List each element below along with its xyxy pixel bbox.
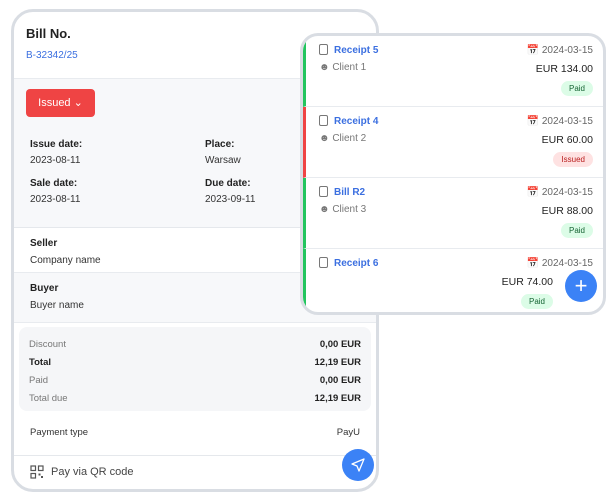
due-date: 2023-09-11 <box>205 194 256 205</box>
calendar-icon: 📅 <box>526 187 540 198</box>
receipt-list: Receipt 5 ☻ Client 1 📅 2024-03-15 EUR 13… <box>300 33 606 315</box>
calendar-icon: 📅 <box>526 258 540 269</box>
document-icon <box>319 115 328 126</box>
send-icon <box>351 458 365 472</box>
buyer-name: Buyer name <box>30 300 84 311</box>
due-date-label: Due date: <box>205 178 251 189</box>
status-badge: Paid <box>560 81 593 96</box>
seller-section: Seller Company name <box>14 228 376 273</box>
bill-header: Bill No. B-32342/25 <box>14 12 376 79</box>
bill-number[interactable]: B-32342/25 <box>26 50 78 61</box>
payment-type-label: Payment type <box>30 426 89 438</box>
summary-row: Total 12,19 EUR <box>29 356 361 368</box>
item-name[interactable]: Receipt 4 <box>334 116 379 127</box>
item-date: 📅 2024-03-15 <box>526 45 593 56</box>
status-badge: Issued <box>553 152 593 167</box>
status-label: Issued <box>38 97 71 109</box>
list-item[interactable]: Receipt 5 ☻ Client 1 📅 2024-03-15 EUR 13… <box>303 36 603 107</box>
calendar-icon: 📅 <box>526 116 540 127</box>
item-date: 📅 2024-03-15 <box>526 258 593 269</box>
seller-label: Seller <box>30 238 58 249</box>
payment-type-row: Payment type PayU <box>14 423 376 441</box>
summary-box: Discount 0,00 EUR Total 12,19 EUR Paid 0,00… <box>19 327 371 411</box>
sale-date: 2023-08-11 <box>30 194 81 205</box>
pay-qr-button[interactable]: Pay via QR code <box>14 455 376 488</box>
summary-row: Paid 0,00 EUR <box>29 374 361 386</box>
item-date: 📅 2024-03-15 <box>526 116 593 127</box>
status-dropdown[interactable]: Issued ⌄ <box>26 89 95 117</box>
list-item[interactable]: Bill R2 ☻ Client 3 📅 2024-03-15 EUR 88.0… <box>303 178 603 249</box>
buyer-label: Buyer <box>30 283 59 294</box>
item-amount: EUR 60.00 <box>541 134 593 146</box>
item-client: ☻ Client 3 <box>319 204 367 215</box>
place: Warsaw <box>205 155 241 166</box>
pay-qr-label: Pay via QR code <box>51 466 134 478</box>
plus-icon: + <box>574 273 588 298</box>
status-badge: Paid <box>520 294 553 309</box>
item-name[interactable]: Bill R2 <box>334 187 366 198</box>
qr-code-icon <box>30 465 44 479</box>
document-icon <box>319 44 328 55</box>
item-name[interactable]: Receipt 5 <box>334 45 379 56</box>
item-name[interactable]: Receipt 6 <box>334 258 379 269</box>
user-icon: ☻ <box>319 133 330 144</box>
item-amount: EUR 134.00 <box>535 63 593 75</box>
item-date: 📅 2024-03-15 <box>526 187 593 198</box>
summary-row: Total due 12,19 EUR <box>29 392 361 404</box>
user-icon: ☻ <box>319 204 330 215</box>
item-client: ☻ Client 2 <box>319 133 367 144</box>
issue-date-label: Issue date: <box>30 139 83 150</box>
bill-title: Bill No. <box>26 26 71 41</box>
send-button[interactable] <box>342 449 374 481</box>
list-item[interactable]: Receipt 6 📅 2024-03-15 EUR 74.00 Paid <box>303 249 603 312</box>
payment-type-value: PayU <box>336 426 360 438</box>
summary-row: Discount 0,00 EUR <box>29 338 361 350</box>
list-item[interactable]: Receipt 4 ☻ Client 2 📅 2024-03-15 EUR 60… <box>303 107 603 178</box>
user-icon: ☻ <box>319 62 330 73</box>
status-badge: Paid <box>560 223 593 238</box>
item-amount: EUR 74.00 <box>501 276 553 288</box>
issue-date: 2023-08-11 <box>30 155 81 166</box>
document-icon <box>319 186 328 197</box>
place-label: Place: <box>205 139 235 150</box>
seller-name: Company name <box>30 255 101 266</box>
calendar-icon: 📅 <box>526 45 540 56</box>
chevron-down-icon: ⌄ <box>73 97 83 109</box>
sale-date-label: Sale date: <box>30 178 78 189</box>
add-button[interactable]: + <box>565 270 597 302</box>
item-client: ☻ Client 1 <box>319 62 367 73</box>
document-icon <box>319 257 328 268</box>
item-amount: EUR 88.00 <box>541 205 593 217</box>
